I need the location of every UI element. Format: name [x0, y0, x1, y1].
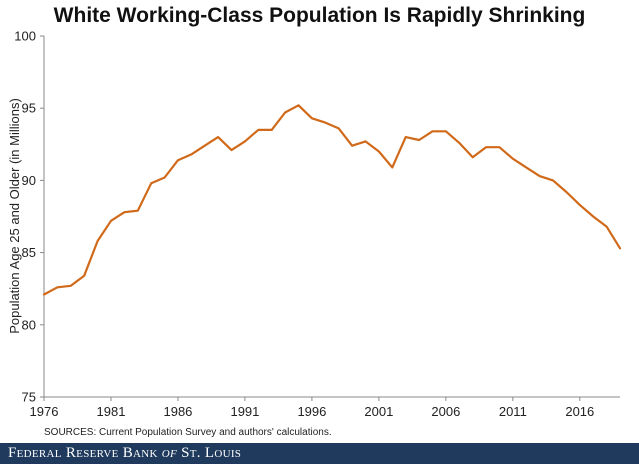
series-line	[42, 104, 622, 296]
chart-axes	[43, 36, 620, 398]
x-tick-label: 1996	[297, 404, 326, 419]
y-tick-label: 80	[22, 317, 36, 332]
y-axis-label: Population Age 25 and Older (in Millions…	[7, 98, 22, 334]
x-tick-label: 1986	[163, 404, 192, 419]
x-tick-label: 2011	[499, 404, 527, 419]
line-chart: 75 80 85 90 95 100 1976 1981 1986 1991 1996 2001 20…	[7, 29, 622, 419]
y-axis-ticks: 75 80 85 90 95 100	[14, 29, 44, 405]
source-note: SOURCES: Current Population Survey and a…	[44, 427, 332, 438]
y-tick-label: 95	[22, 101, 36, 116]
x-tick-label: 1981	[97, 404, 126, 419]
x-tick-label: 2016	[565, 404, 594, 419]
footer-brand-part1: Federal Reserve Bank	[8, 445, 162, 461]
y-tick-label: 90	[22, 173, 36, 188]
x-tick-label: 2006	[431, 404, 460, 419]
x-tick-label: 1976	[30, 404, 59, 419]
x-axis-ticks: 1976 1981 1986 1991 1996 2001 2006 2011 2016	[30, 397, 594, 419]
series-group	[42, 104, 622, 296]
footer-bar: Federal Reserve Bank of St. Louis	[0, 443, 639, 464]
x-tick-label: 1991	[230, 404, 259, 419]
footer-brand: Federal Reserve Bank of St. Louis	[8, 445, 241, 462]
y-tick-label: 75	[22, 390, 36, 405]
y-tick-label: 85	[22, 245, 36, 260]
chart-title: White Working-Class Population Is Rapidl…	[53, 4, 586, 27]
footer-brand-of: of	[161, 445, 178, 461]
x-tick-label: 2001	[364, 404, 393, 419]
y-tick-label: 100	[14, 29, 36, 44]
footer-brand-part2: St. Louis	[177, 445, 242, 461]
